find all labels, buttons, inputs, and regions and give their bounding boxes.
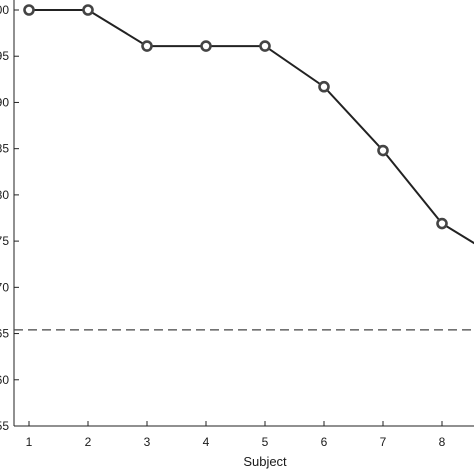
y-tick-label: 65 xyxy=(0,327,9,341)
y-ticks: 00 95 90 85 80 75 70 65 60 55 xyxy=(0,3,19,433)
y-tick-label: 75 xyxy=(0,234,9,248)
y-tick-label: 85 xyxy=(0,142,9,156)
data-point xyxy=(141,40,153,52)
data-point xyxy=(259,40,271,52)
data-point xyxy=(200,40,212,52)
y-tick-label: 80 xyxy=(0,188,9,202)
x-axis-label: Subject xyxy=(243,454,287,469)
x-tick-label: 1 xyxy=(26,435,33,449)
data-point xyxy=(82,4,94,16)
series-line xyxy=(29,9,474,245)
series-markers xyxy=(23,4,448,230)
axes xyxy=(13,0,474,427)
data-point xyxy=(23,4,35,16)
data-point xyxy=(377,144,389,157)
x-tick-label: 8 xyxy=(439,435,446,449)
x-tick-label: 2 xyxy=(85,435,92,449)
x-tick-label: 7 xyxy=(380,435,387,449)
x-tick-label: 5 xyxy=(262,435,269,449)
y-tick-label: 60 xyxy=(0,373,9,387)
y-tick-label: 95 xyxy=(0,49,9,63)
x-ticks: 1 2 3 4 5 6 7 8 xyxy=(26,421,446,449)
y-tick-label: 90 xyxy=(0,95,9,109)
x-tick-label: 3 xyxy=(144,435,151,449)
data-point xyxy=(436,217,448,230)
x-tick-label: 4 xyxy=(203,435,210,449)
x-tick-label: 6 xyxy=(321,435,328,449)
data-point xyxy=(318,80,330,93)
y-tick-label: 55 xyxy=(0,419,9,433)
y-tick-label: 00 xyxy=(0,3,9,17)
y-tick-label: 70 xyxy=(0,280,9,294)
